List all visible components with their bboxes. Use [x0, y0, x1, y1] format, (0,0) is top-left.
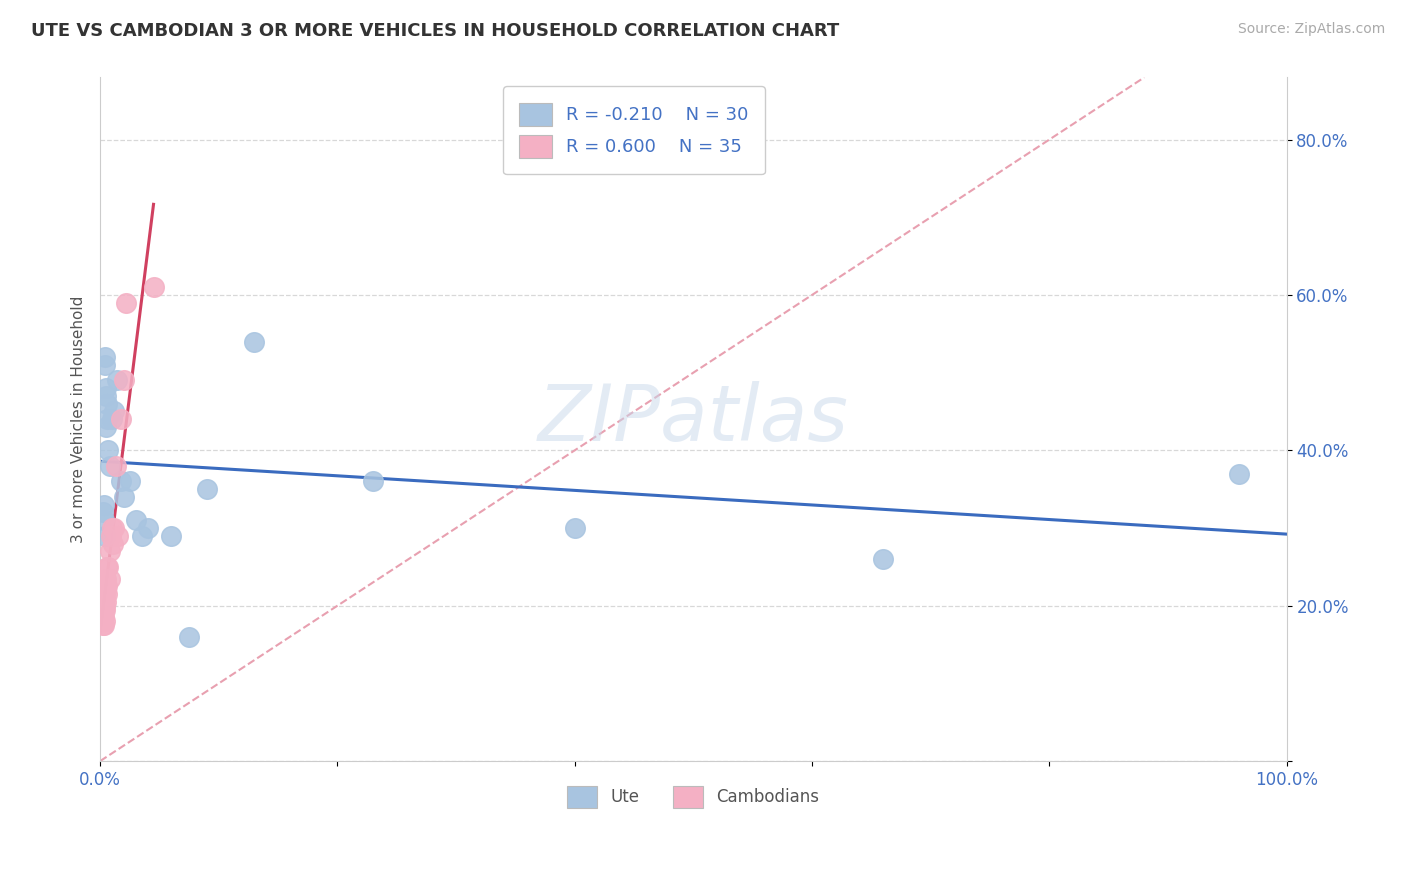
Y-axis label: 3 or more Vehicles in Household: 3 or more Vehicles in Household [72, 295, 86, 543]
Point [91, 602, 114, 616]
Point [107, 529, 129, 543]
Point [93, 602, 115, 616]
Point [872, 552, 894, 566]
Point [564, 521, 586, 535]
Point [100, 529, 122, 543]
Point [94, 575, 117, 590]
Point [361, 475, 384, 489]
Point [94, 599, 117, 613]
Point [93, 498, 115, 512]
Point [93, 591, 115, 605]
Point [118, 475, 141, 489]
Point [136, 521, 159, 535]
Point [112, 490, 135, 504]
Point [94, 579, 117, 593]
Point [110, 475, 132, 489]
Point [94, 602, 117, 616]
Point [94, 389, 117, 403]
Point [101, 412, 124, 426]
Text: UTE VS CAMBODIAN 3 OR MORE VEHICLES IN HOUSEHOLD CORRELATION CHART: UTE VS CAMBODIAN 3 OR MORE VEHICLES IN H… [31, 22, 839, 40]
Point [98, 572, 121, 586]
Point [94, 614, 117, 628]
Legend: Ute, Cambodians: Ute, Cambodians [561, 780, 827, 814]
Point [94, 350, 117, 364]
Point [93, 618, 115, 632]
Point [125, 513, 148, 527]
Point [105, 373, 128, 387]
Point [96, 559, 118, 574]
Point [91, 602, 114, 616]
Point [93, 513, 115, 527]
Point [96, 587, 118, 601]
Point [142, 280, 165, 294]
Point [131, 529, 153, 543]
Point [98, 544, 121, 558]
Point [94, 572, 117, 586]
Point [101, 521, 124, 535]
Point [91, 618, 114, 632]
Point [96, 579, 118, 593]
Point [94, 595, 117, 609]
Point [101, 536, 124, 550]
Point [93, 583, 115, 598]
Point [195, 482, 218, 496]
Point [243, 334, 266, 349]
Text: Source: ZipAtlas.com: Source: ZipAtlas.com [1237, 22, 1385, 37]
Point [103, 521, 125, 535]
Point [94, 420, 117, 434]
Point [91, 506, 114, 520]
Point [94, 583, 117, 598]
Point [94, 591, 117, 605]
Point [94, 381, 117, 395]
Point [94, 358, 117, 372]
Point [96, 397, 118, 411]
Point [97, 443, 120, 458]
Point [97, 559, 120, 574]
Point [1227, 467, 1250, 481]
Point [94, 579, 117, 593]
Point [93, 610, 115, 624]
Point [104, 458, 127, 473]
Point [110, 412, 132, 426]
Point [94, 583, 117, 598]
Point [96, 412, 118, 426]
Point [115, 295, 138, 310]
Point [112, 373, 135, 387]
Point [98, 458, 121, 473]
Text: ZIPatlas: ZIPatlas [538, 381, 849, 458]
Point [103, 404, 125, 418]
Point [94, 529, 117, 543]
Point [160, 529, 183, 543]
Point [179, 630, 201, 644]
